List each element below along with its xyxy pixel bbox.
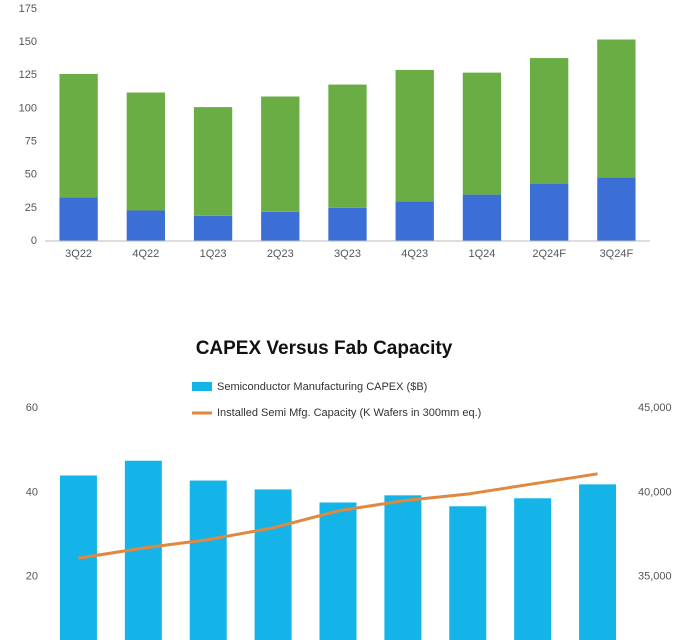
- bar: [126, 210, 165, 241]
- bar: [530, 183, 569, 241]
- legend-label: Semiconductor Manufacturing CAPEX ($B): [217, 381, 427, 393]
- bar: [395, 69, 434, 202]
- x-tick-label: 1Q24: [468, 248, 495, 260]
- chart-title: CAPEX Versus Fab Capacity: [196, 338, 453, 359]
- bar: [254, 489, 292, 640]
- bar: [597, 39, 636, 178]
- y-tick-label: 0: [31, 235, 37, 247]
- x-tick-label: 3Q24F: [600, 248, 634, 260]
- bar: [328, 207, 367, 241]
- y2-tick-label: 40,000: [638, 486, 672, 498]
- bar: [261, 211, 300, 241]
- bar: [126, 92, 165, 211]
- bar: [384, 495, 422, 640]
- y-tick-label: 125: [19, 69, 37, 81]
- bar: [579, 484, 617, 640]
- x-tick-label: 2Q23: [267, 248, 294, 260]
- x-tick-label: 2Q24F: [532, 248, 566, 260]
- y-tick-label: 50: [25, 169, 37, 181]
- bar: [395, 201, 434, 241]
- bar: [59, 197, 98, 241]
- bar: [514, 498, 552, 640]
- legend-swatch: [192, 382, 212, 391]
- bar: [319, 502, 357, 640]
- y-tick-label: 75: [25, 135, 37, 147]
- x-tick-label: 4Q23: [401, 248, 428, 260]
- y2-tick-label: 35,000: [638, 571, 672, 583]
- y-tick-label: 100: [19, 102, 37, 114]
- y-tick-label: 175: [19, 3, 37, 15]
- bar: [261, 96, 300, 212]
- bar: [449, 506, 487, 640]
- x-tick-label: 3Q22: [65, 248, 92, 260]
- bar: [530, 58, 569, 184]
- y-tick-label: 150: [19, 36, 37, 48]
- y-tick-label: 25: [25, 202, 37, 214]
- bar: [193, 215, 233, 241]
- y-tick-label: 20: [26, 571, 38, 583]
- bar: [462, 194, 502, 241]
- x-tick-label: 4Q22: [132, 248, 159, 260]
- y2-tick-label: 45,000: [638, 402, 672, 414]
- bar: [597, 177, 636, 241]
- x-tick-label: 3Q23: [334, 248, 361, 260]
- y-tick-label: 40: [26, 486, 38, 498]
- x-tick-label: 1Q23: [200, 248, 227, 260]
- bar: [59, 73, 98, 198]
- y-tick-label: 60: [26, 402, 38, 414]
- bar: [193, 107, 233, 216]
- legend-label: Installed Semi Mfg. Capacity (K Wafers i…: [217, 407, 481, 419]
- line: [78, 472, 598, 560]
- bar: [328, 84, 367, 208]
- bar: [189, 480, 227, 640]
- bar: [462, 72, 502, 195]
